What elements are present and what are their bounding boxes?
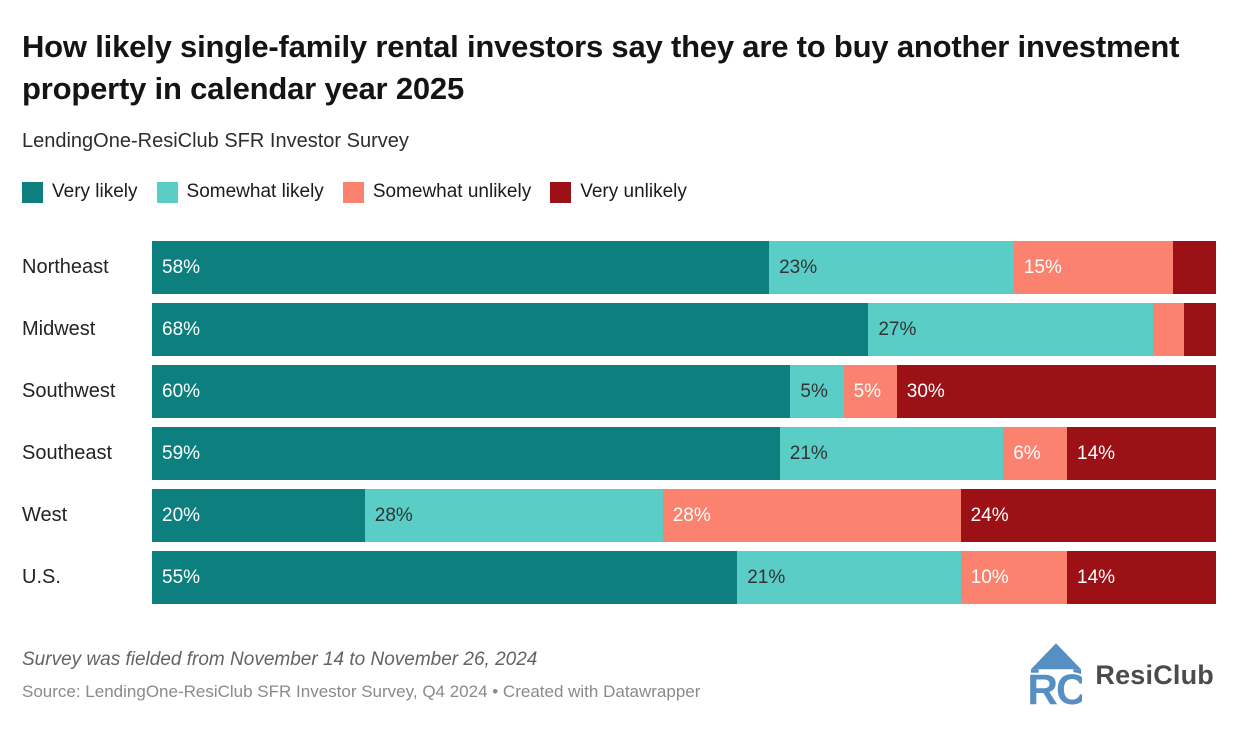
legend-swatch xyxy=(550,181,572,203)
bar-segment-somewhat-unlikely: 5% xyxy=(843,365,897,419)
row-label: U.S. xyxy=(22,566,61,589)
bar-value-label: 14% xyxy=(1077,442,1116,464)
bar-value-label: 27% xyxy=(878,318,917,340)
bar-value-label: 6% xyxy=(1013,442,1041,464)
bar-segment-very-likely: 60% xyxy=(152,365,791,419)
resiclub-house-icon: RC xyxy=(1030,643,1082,708)
bar-segment-somewhat-unlikely: 6% xyxy=(1003,427,1068,481)
stacked-bar-chart: Northeast 58% 23% 15% Midwest 68% 27% Southwest… xyxy=(22,241,1216,605)
legend-item-somewhat-unlikely: Somewhat unlikely xyxy=(342,181,532,203)
row-bars: 68% 27% xyxy=(152,303,1216,357)
legend: Very likely Somewhat likely Somewhat unlik… xyxy=(22,181,1216,203)
bar-value-label: 5% xyxy=(853,380,882,402)
bar-segment-somewhat-unlikely: 15% xyxy=(1013,241,1174,295)
legend-swatch xyxy=(342,181,364,203)
bar-segment-somewhat-likely: 5% xyxy=(790,365,844,419)
legend-label: Somewhat unlikely xyxy=(372,181,532,203)
legend-label: Very unlikely xyxy=(580,181,687,203)
chart-row-west: West 20% 28% 28% 24% xyxy=(22,489,1216,543)
svg-text:RC: RC xyxy=(1030,666,1082,708)
bar-segment-somewhat-unlikely: 28% xyxy=(662,489,961,543)
bar-value-label: 20% xyxy=(162,504,201,526)
row-label: Southwest xyxy=(22,380,116,403)
bar-segment-somewhat-likely: 23% xyxy=(769,241,1014,295)
legend-label: Very likely xyxy=(52,181,138,203)
chart-footer: Survey was fielded from November 14 to N… xyxy=(22,642,1216,708)
chart-row-southeast: Southeast 59% 21% 6% 14% xyxy=(22,427,1216,481)
bar-value-label: 58% xyxy=(162,256,201,278)
bar-value-label: 21% xyxy=(789,442,828,464)
bar-value-label: 60% xyxy=(162,380,201,402)
bar-value-label: 15% xyxy=(1023,256,1062,278)
resiclub-logo-text: ResiClub xyxy=(1095,659,1214,690)
legend-swatch xyxy=(156,181,178,203)
bar-segment-very-likely: 55% xyxy=(152,551,738,605)
legend-label: Somewhat likely xyxy=(186,181,324,203)
bar-value-label: 24% xyxy=(970,504,1009,526)
row-label: West xyxy=(22,504,68,527)
row-label: Northeast xyxy=(22,256,109,279)
bar-value-label: 23% xyxy=(779,256,818,278)
bar-segment-very-likely: 68% xyxy=(152,303,869,357)
bar-segment-somewhat-likely: 27% xyxy=(868,303,1153,357)
legend-item-very-unlikely: Very unlikely xyxy=(550,181,687,203)
row-bars: 55% 21% 10% 14% xyxy=(152,551,1216,605)
chart-row-northeast: Northeast 58% 23% 15% xyxy=(22,241,1216,295)
bar-segment-very-likely: 58% xyxy=(152,241,770,295)
bar-value-label: 55% xyxy=(162,566,201,588)
bar-value-label: 10% xyxy=(970,566,1009,588)
chart-row-us: U.S. 55% 21% 10% 14% xyxy=(22,551,1216,605)
bar-segment-very-unlikely: 30% xyxy=(896,365,1216,419)
source-line: Source: LendingOne-ResiClub SFR Investor… xyxy=(22,681,701,701)
chart-subtitle: LendingOne-ResiClub SFR Investor Survey xyxy=(22,130,409,153)
legend-item-very-likely: Very likely xyxy=(22,181,138,203)
bar-segment-somewhat-likely: 21% xyxy=(737,551,961,605)
bar-value-label: 28% xyxy=(374,504,413,526)
bar-value-label: 28% xyxy=(672,504,711,526)
bar-segment-very-unlikely: 14% xyxy=(1067,551,1216,605)
row-bars: 59% 21% 6% 14% xyxy=(152,427,1216,481)
bar-segment-very-unlikely xyxy=(1184,303,1216,357)
bar-segment-somewhat-unlikely: 10% xyxy=(960,551,1068,605)
row-label: Midwest xyxy=(22,318,96,341)
legend-item-somewhat-likely: Somewhat likely xyxy=(156,181,324,203)
legend-swatch xyxy=(22,181,43,203)
footer-notes: Survey was fielded from November 14 to N… xyxy=(22,649,700,702)
bar-segment-somewhat-likely: 28% xyxy=(364,489,663,543)
row-label: Southeast xyxy=(22,442,113,465)
bar-value-label: 59% xyxy=(162,442,201,464)
chart-row-midwest: Midwest 68% 27% xyxy=(22,303,1216,357)
bar-segment-very-unlikely: 24% xyxy=(960,489,1216,543)
bar-segment-very-likely: 59% xyxy=(152,427,780,481)
row-bars: 58% 23% 15% xyxy=(152,241,1216,295)
bar-value-label: 68% xyxy=(162,318,201,340)
survey-note: Survey was fielded from November 14 to N… xyxy=(22,648,538,670)
bar-value-label: 14% xyxy=(1077,566,1116,588)
bar-value-label: 21% xyxy=(747,566,786,588)
bar-segment-very-unlikely: 14% xyxy=(1067,427,1216,481)
chart-title: How likely single-family rental investor… xyxy=(22,29,1180,107)
bar-segment-very-likely: 20% xyxy=(152,489,365,543)
bar-segment-somewhat-unlikely xyxy=(1152,303,1185,357)
bar-value-label: 30% xyxy=(906,380,945,402)
row-bars: 20% 28% 28% 24% xyxy=(152,489,1216,543)
bar-segment-very-unlikely xyxy=(1173,241,1216,295)
bar-value-label: 5% xyxy=(800,380,828,402)
resiclub-logo: RC ResiClub xyxy=(1030,642,1214,708)
chart-row-southwest: Southwest 60% 5% 5% 30% xyxy=(22,365,1216,419)
row-bars: 60% 5% 5% 30% xyxy=(152,365,1216,419)
bar-segment-somewhat-likely: 21% xyxy=(779,427,1004,481)
